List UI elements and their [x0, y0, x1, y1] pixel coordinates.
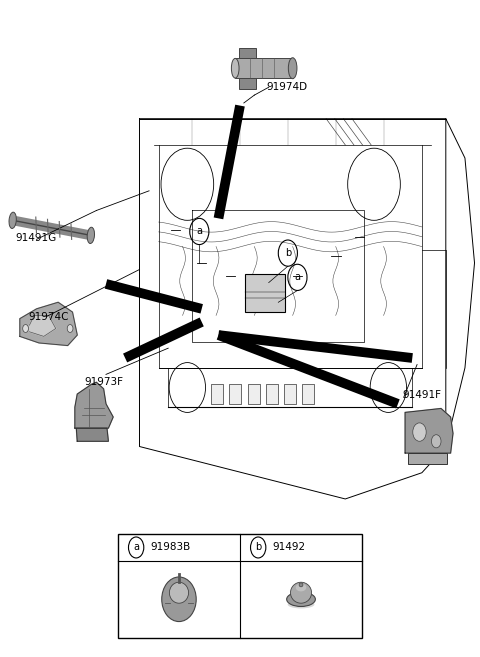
Bar: [235, 58, 293, 78]
Ellipse shape: [299, 583, 303, 587]
Polygon shape: [405, 409, 453, 453]
Circle shape: [432, 435, 441, 448]
Ellipse shape: [296, 583, 306, 591]
Ellipse shape: [9, 212, 16, 229]
Ellipse shape: [162, 577, 196, 622]
Ellipse shape: [287, 592, 315, 606]
Bar: [118, 534, 362, 638]
Ellipse shape: [169, 582, 189, 603]
Bar: [245, 274, 286, 312]
Text: b: b: [285, 248, 291, 258]
Text: b: b: [255, 543, 261, 553]
Ellipse shape: [288, 600, 314, 608]
Bar: [408, 453, 447, 464]
Bar: [239, 48, 256, 58]
Ellipse shape: [87, 227, 95, 244]
Bar: [239, 78, 256, 89]
Bar: [302, 384, 314, 404]
Text: a: a: [133, 543, 139, 553]
Circle shape: [67, 325, 73, 332]
Bar: [284, 384, 296, 404]
Ellipse shape: [163, 602, 195, 612]
Polygon shape: [75, 382, 113, 428]
Text: a: a: [294, 273, 300, 283]
Polygon shape: [29, 315, 56, 336]
Text: 91983B: 91983B: [151, 543, 191, 553]
Text: 91974C: 91974C: [28, 311, 69, 322]
Polygon shape: [20, 302, 77, 346]
Text: 91973F: 91973F: [84, 377, 123, 387]
Circle shape: [413, 423, 426, 442]
Text: 91491F: 91491F: [403, 390, 442, 400]
Bar: [211, 384, 223, 404]
Bar: [229, 384, 241, 404]
Text: 91491G: 91491G: [15, 233, 56, 243]
Text: a: a: [196, 227, 202, 237]
Ellipse shape: [288, 58, 297, 79]
Text: 91492: 91492: [273, 543, 306, 553]
Text: 91974D: 91974D: [266, 82, 308, 92]
Ellipse shape: [231, 58, 239, 78]
Polygon shape: [76, 428, 108, 442]
Circle shape: [23, 325, 28, 332]
Bar: [266, 384, 278, 404]
Ellipse shape: [290, 582, 312, 603]
Bar: [248, 384, 260, 404]
